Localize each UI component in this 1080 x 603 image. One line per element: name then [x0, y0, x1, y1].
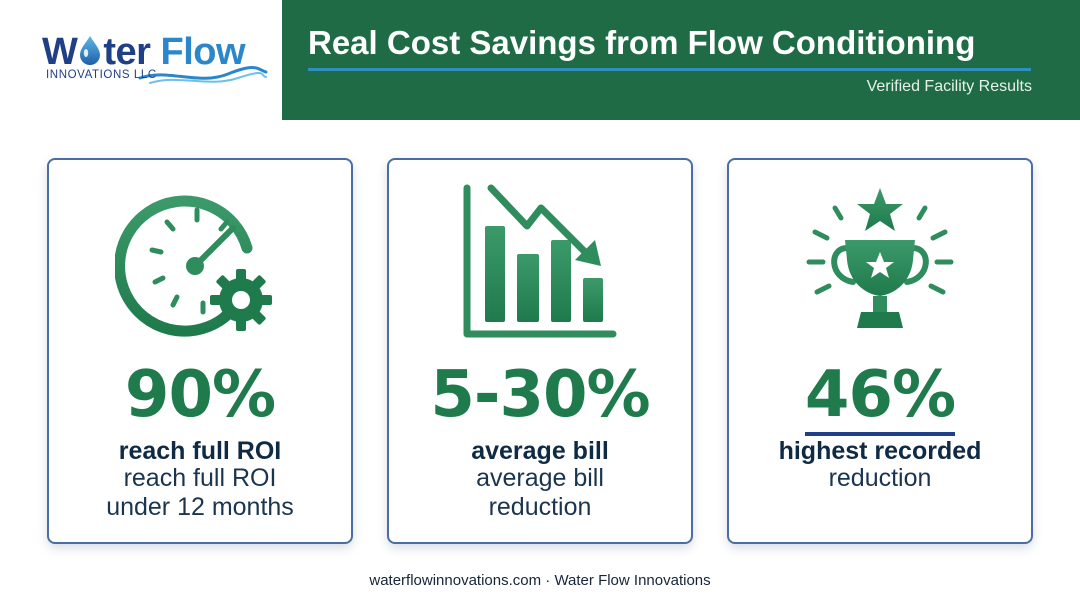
logo-wordmark: W ter Flow	[42, 31, 246, 73]
stat-value-text: 46%	[804, 358, 956, 436]
stat-label-line: reach full ROI	[123, 464, 277, 492]
stat-label-bold: highest recorded	[778, 437, 982, 465]
title-underline	[308, 68, 1031, 71]
page-subtitle: Verified Facility Results	[866, 78, 1032, 95]
card-icon-wrap	[389, 178, 691, 348]
stat-label-bold: average bill	[471, 437, 609, 465]
stat-label-sub: average bill reduction	[399, 464, 681, 522]
stat-label-line: reduction	[488, 493, 592, 521]
footer-text: waterflowinnovations.com · Water Flow In…	[369, 572, 711, 589]
logo-tagline: INNOVATIONS LLC	[46, 69, 157, 81]
stopwatch-gear-icon	[115, 195, 272, 337]
declining-bar-chart-icon	[463, 184, 617, 338]
logo-area: W ter Flow INNOVATIONS LLC	[0, 0, 282, 120]
card-icon-wrap	[49, 178, 351, 348]
card-icon-wrap	[729, 178, 1031, 348]
stat-label-line: reduction	[828, 464, 932, 492]
stat-value: 90%	[124, 358, 276, 432]
stat-value: 46%	[729, 358, 1031, 436]
stat-card-roi: 90% reach full ROI reach full ROI under …	[47, 158, 353, 544]
stat-label-line: average bill	[476, 464, 604, 492]
logo-letter-w: W	[42, 31, 78, 73]
stat-label-line: under 12 months	[106, 493, 294, 521]
logo-letters-ter: ter	[103, 31, 151, 73]
company-logo: W ter Flow INNOVATIONS LLC	[38, 28, 270, 88]
stat-label-sub: reach full ROI under 12 months	[59, 464, 341, 522]
header-band: Real Cost Savings from Flow Conditioning…	[282, 0, 1080, 120]
water-drop-icon	[80, 36, 101, 65]
stat-label-sub: reduction	[739, 464, 1021, 493]
page-title: Real Cost Savings from Flow Conditioning	[308, 24, 976, 61]
stat-label-bold: reach full ROI	[118, 437, 282, 465]
trophy-star-icon	[806, 188, 954, 328]
stat-value: 5-30%	[430, 358, 650, 432]
logo-wave-icon	[138, 66, 268, 84]
stat-card-bill: 5-30% average bill average bill reductio…	[387, 158, 693, 544]
logo-word-flow: Flow	[160, 31, 246, 73]
stat-card-record: 46% highest recorded reduction	[727, 158, 1033, 544]
